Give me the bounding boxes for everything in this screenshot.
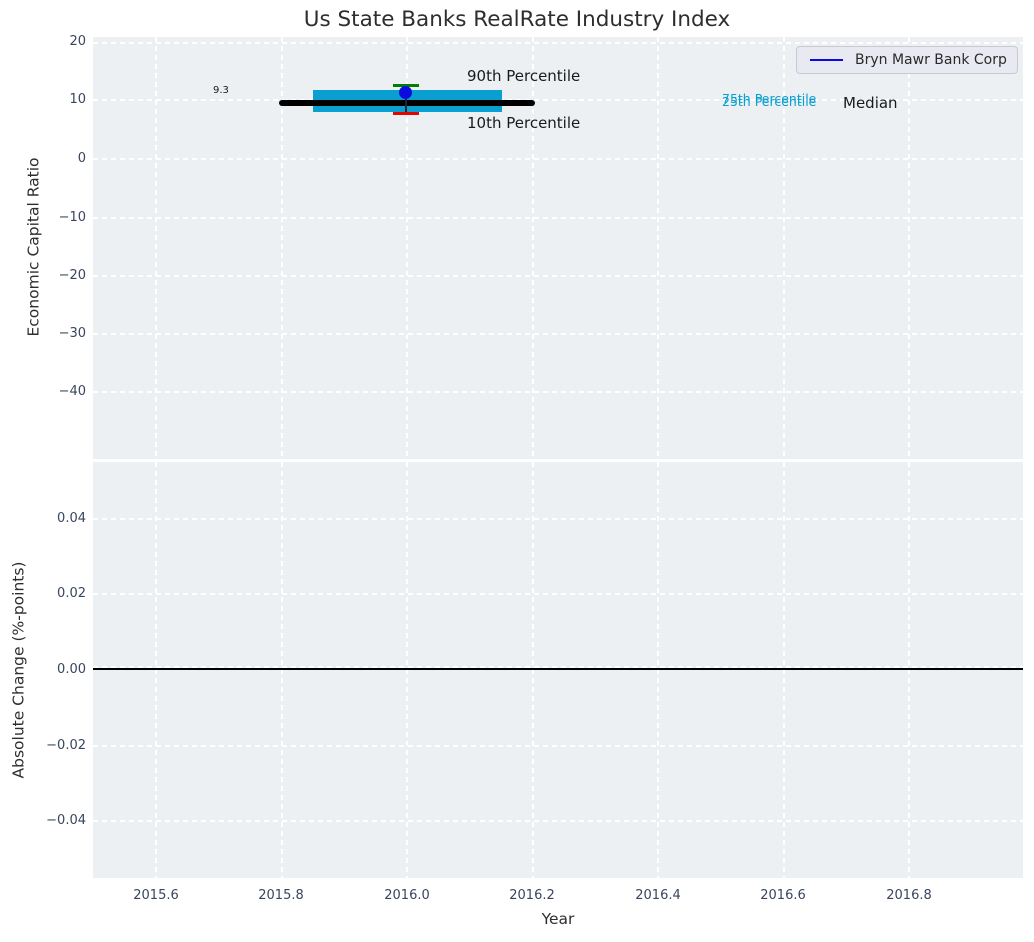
ytick-label: 20 bbox=[69, 34, 86, 49]
ytick-label: 0 bbox=[77, 151, 86, 166]
median-line bbox=[279, 100, 535, 106]
ytick-label: 0.04 bbox=[57, 511, 86, 526]
p75-annotation: 75th Percentile bbox=[722, 91, 817, 106]
p25-annotation: 25th Percentile bbox=[722, 93, 817, 109]
ytick-label: −0.02 bbox=[46, 738, 86, 753]
xtick-label: 2016.8 bbox=[886, 888, 932, 903]
ytick-label: −20 bbox=[58, 268, 86, 283]
ytick-label: 10 bbox=[69, 92, 86, 107]
bottom-y-axis-label: Absolute Change (%-points) bbox=[9, 561, 28, 779]
chart-title: Us State Banks RealRate Industry Index bbox=[303, 7, 731, 32]
p90-whisker-cap bbox=[393, 84, 419, 87]
legend: Bryn Mawr Bank Corp bbox=[796, 46, 1018, 74]
gridline-h bbox=[93, 99, 1023, 101]
top-y-axis-label: Economic Capital Ratio bbox=[24, 157, 43, 337]
p10-annotation: 10th Percentile bbox=[467, 114, 581, 132]
gridline-h bbox=[93, 158, 1023, 160]
top-axes: 9.3 90th Percentile 10th Percentile 75th… bbox=[93, 37, 1023, 459]
legend-label: Bryn Mawr Bank Corp bbox=[855, 52, 1007, 68]
xtick-label: 2016.2 bbox=[509, 888, 555, 903]
gridline-v bbox=[155, 462, 157, 878]
gridline-v bbox=[155, 37, 157, 459]
ytick-label: 0.02 bbox=[57, 586, 86, 601]
gridline-h bbox=[93, 666, 1023, 668]
xtick-label: 2016.4 bbox=[635, 888, 681, 903]
gridline-v bbox=[657, 462, 659, 878]
ytick-label: −0.04 bbox=[46, 813, 86, 828]
gridline-v bbox=[783, 462, 785, 878]
gridline-v bbox=[281, 462, 283, 878]
legend-line-swatch bbox=[810, 58, 843, 62]
gridline-h bbox=[93, 518, 1023, 520]
xtick-label: 2015.6 bbox=[133, 888, 179, 903]
x-axis-label: Year bbox=[541, 910, 575, 928]
median-value-annotation: 9.3 bbox=[213, 85, 229, 96]
gridline-v bbox=[532, 462, 534, 878]
ytick-label: −10 bbox=[58, 210, 86, 225]
xtick-label: 2016.0 bbox=[384, 888, 430, 903]
gridline-v bbox=[657, 37, 659, 459]
ytick-label: 0.00 bbox=[57, 662, 86, 677]
gridline-v bbox=[908, 462, 910, 878]
xtick-label: 2016.6 bbox=[760, 888, 806, 903]
gridline-h bbox=[93, 820, 1023, 822]
gridline-v bbox=[783, 37, 785, 459]
gridline-v bbox=[281, 37, 283, 459]
gridline-h bbox=[93, 745, 1023, 747]
gridline-v bbox=[532, 37, 534, 459]
gridline-h bbox=[93, 593, 1023, 595]
gridline-h bbox=[93, 275, 1023, 277]
ytick-label: −40 bbox=[58, 384, 86, 399]
company-data-point bbox=[399, 86, 412, 99]
gridline-h bbox=[93, 217, 1023, 219]
p90-annotation: 90th Percentile bbox=[467, 67, 581, 85]
gridline-h bbox=[93, 42, 1023, 44]
gridline-v bbox=[908, 37, 910, 459]
bottom-axes bbox=[93, 462, 1023, 878]
gridline-v bbox=[406, 37, 408, 459]
gridline-v bbox=[406, 462, 408, 878]
p10-whisker-cap bbox=[393, 112, 419, 115]
xtick-label: 2015.8 bbox=[258, 888, 304, 903]
gridline-h bbox=[93, 391, 1023, 393]
whisker-line bbox=[405, 85, 407, 114]
gridline-h bbox=[93, 333, 1023, 335]
zero-line bbox=[93, 668, 1023, 670]
median-annotation: Median bbox=[843, 94, 898, 112]
ytick-label: −30 bbox=[58, 326, 86, 341]
